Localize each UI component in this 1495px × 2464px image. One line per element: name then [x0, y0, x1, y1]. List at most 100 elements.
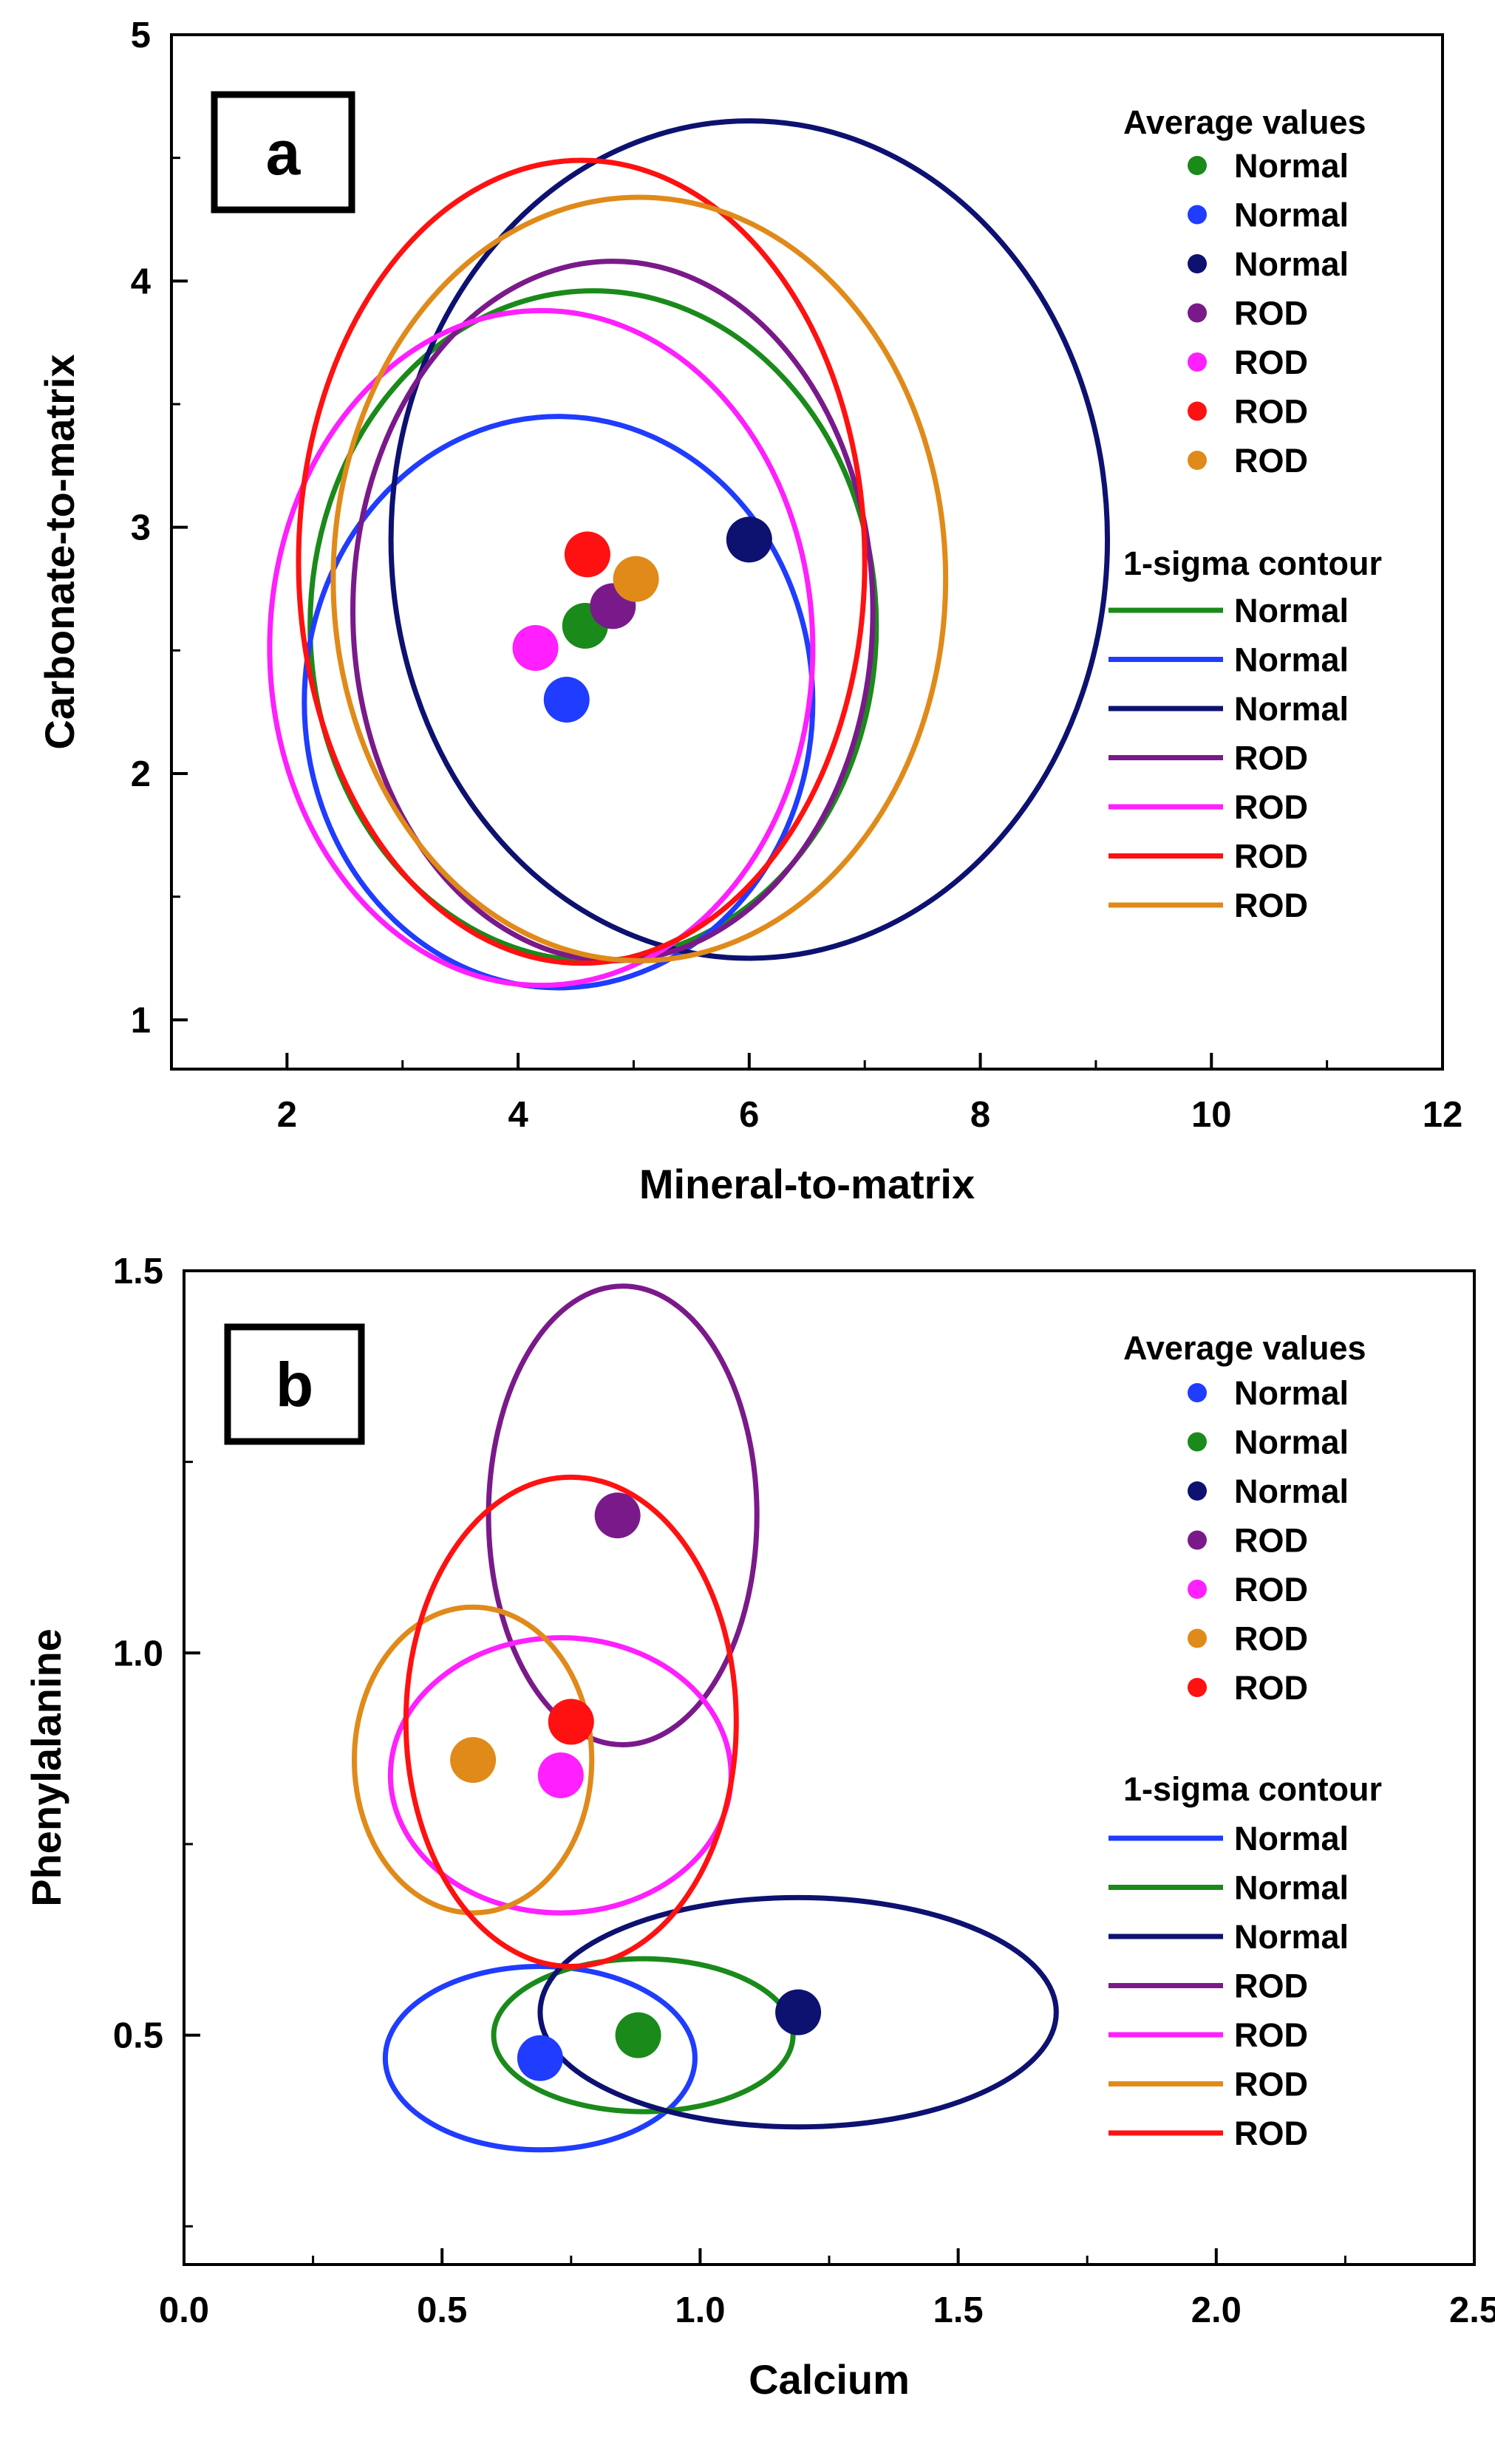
x-tick-label: 0.0: [159, 2290, 209, 2330]
x-tick-label: 2.5: [1449, 2290, 1495, 2330]
legend-point-marker: [1188, 303, 1207, 323]
legend-contour-label: Normal: [1234, 592, 1349, 629]
x-tick-label: 10: [1191, 1095, 1232, 1135]
y-tick-label: 1.0: [113, 1634, 163, 1673]
legend-contour-label: Normal: [1234, 1869, 1349, 1907]
legend-point-marker: [1188, 1628, 1207, 1648]
contour-ellipse: [382, 1964, 698, 2153]
legend-point-marker: [1188, 451, 1207, 470]
legend-contour-label: ROD: [1234, 788, 1308, 826]
legend-contour-label: Normal: [1234, 690, 1349, 728]
contour-ellipse: [296, 157, 868, 966]
legend-contour-label: ROD: [1234, 2016, 1308, 2054]
legend-point-label: ROD: [1234, 442, 1308, 480]
average-point: [512, 625, 559, 671]
contour-ellipse: [388, 118, 1111, 961]
legend-point-marker: [1188, 1383, 1207, 1402]
x-tick-label: 1.5: [933, 2290, 984, 2330]
legend-point-label: ROD: [1234, 344, 1308, 381]
panel-label-box: [224, 1323, 365, 1445]
plot-frame: [170, 33, 1444, 1071]
x-tick-label: 12: [1423, 1095, 1463, 1135]
average-point: [726, 516, 772, 563]
x-tick-label: 2: [277, 1095, 297, 1135]
y-tick-label: 1: [131, 1000, 151, 1040]
legend-point-marker: [1188, 254, 1207, 273]
average-point: [537, 1752, 584, 1798]
legend-contour-label: Normal: [1234, 1918, 1349, 1956]
y-tick-label: 2: [131, 754, 151, 794]
panel-label-box: [211, 91, 355, 214]
legend-contour-label: Normal: [1234, 641, 1349, 679]
x-tick-label: 8: [970, 1095, 990, 1135]
average-point: [775, 1989, 822, 2035]
y-tick-label: 4: [131, 262, 151, 301]
x-axis-title: Mineral-to-matrix: [639, 1161, 975, 1207]
contour-ellipse: [486, 1283, 760, 1747]
average-point: [517, 2035, 563, 2081]
y-axis-title: Carbonate-to-matrix: [36, 354, 83, 749]
legend-contour-label: ROD: [1234, 887, 1308, 924]
average-point: [564, 531, 610, 578]
legend-point-label: Normal: [1234, 1424, 1349, 1461]
legend-point-marker: [1188, 401, 1207, 421]
contour-ellipse: [351, 1604, 595, 1916]
legend-point-marker: [1188, 1530, 1207, 1550]
legend-heading-contours: 1-sigma contour: [1123, 1770, 1382, 1808]
legend-contour-label: ROD: [1234, 2066, 1308, 2103]
panel-a: 2 4 6 8 10 1212345Mineral-to-matrixCarbonate-…: [36, 16, 1462, 1207]
x-tick-label: 4: [508, 1095, 528, 1135]
legend-point-marker: [1188, 1580, 1207, 1599]
legend-point-label: Normal: [1234, 1374, 1349, 1412]
contour-ellipse: [302, 414, 816, 991]
x-axis-title: Calcium: [749, 2356, 910, 2403]
legend-heading-points: Average values: [1123, 1329, 1366, 1367]
average-point: [615, 2012, 661, 2058]
legend-point-marker: [1188, 1678, 1207, 1697]
average-point: [594, 1492, 641, 1539]
legend-contour-label: ROD: [1234, 740, 1308, 777]
legend-point-label: ROD: [1234, 1571, 1308, 1608]
legend-point-marker: [1188, 352, 1207, 372]
legend-point-label: ROD: [1234, 295, 1308, 332]
legend-point-label: Normal: [1234, 197, 1349, 234]
y-axis-title: Phenylalanine: [23, 1628, 69, 1907]
contour-ellipse: [537, 1894, 1059, 2130]
legend-point-label: Normal: [1234, 147, 1349, 185]
y-tick-label: 1.5: [113, 1252, 163, 1291]
legend-point-label: Normal: [1234, 1472, 1349, 1510]
average-point: [548, 1699, 594, 1745]
average-point: [613, 556, 659, 602]
legend-contour-label: ROD: [1234, 1968, 1308, 2005]
legend-contour-label: Normal: [1234, 1820, 1349, 1857]
contour-ellipse: [403, 1474, 739, 1970]
legend-point-label: ROD: [1234, 393, 1308, 431]
legend-point-marker: [1188, 205, 1207, 225]
panel-label: b: [276, 1351, 313, 1420]
average-point: [543, 677, 590, 723]
panel-label: a: [266, 118, 302, 188]
x-tick-label: 1.0: [675, 2290, 725, 2330]
y-tick-label: 0.5: [113, 2016, 163, 2056]
legend-contour-label: ROD: [1234, 2115, 1308, 2152]
average-point: [450, 1737, 497, 1784]
panel-b: 0.0 0.5 1.0 1.5 2.0 2.5 0.5 1.0 1.5 Calcium Phenyl…: [23, 1252, 1495, 2403]
y-tick-label: 5: [131, 16, 151, 55]
legend-point-marker: [1188, 156, 1207, 175]
legend-heading-contours: 1-sigma contour: [1123, 545, 1382, 582]
legend-point-label: ROD: [1234, 1522, 1308, 1560]
legend-point-label: Normal: [1234, 245, 1349, 283]
contour-ellipse: [267, 307, 816, 989]
x-tick-label: 2.0: [1191, 2290, 1242, 2330]
x-tick-label: 0.5: [417, 2290, 467, 2330]
y-tick-label: 3: [131, 508, 151, 548]
legend-heading-points: Average values: [1123, 103, 1366, 141]
legend-contour-label: ROD: [1234, 838, 1308, 876]
x-tick-label: 6: [739, 1095, 759, 1135]
contour-ellipse: [491, 1956, 796, 2115]
legend-point-label: ROD: [1234, 1669, 1308, 1707]
legend-point-marker: [1188, 1481, 1207, 1501]
legend-point-marker: [1188, 1432, 1207, 1452]
